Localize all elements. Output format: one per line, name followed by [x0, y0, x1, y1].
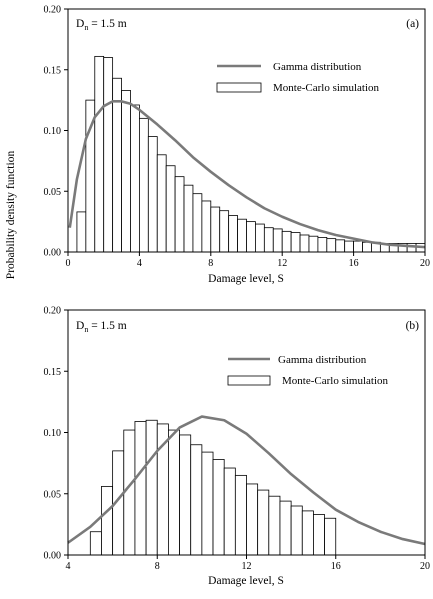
x-tick-label: 4 [137, 258, 142, 269]
histogram-bar [174, 176, 185, 253]
histogram-bar [94, 55, 105, 253]
x-tick-label: 12 [242, 561, 252, 572]
y-tick-label: 0.20 [44, 306, 62, 317]
ticks-a: 0 4 8 12 16 20 0.00 0.05 0.10 0.15 0.20 [44, 5, 431, 270]
y-tick-label: 0.15 [44, 65, 62, 76]
histogram-bar [121, 90, 131, 253]
histogram-bar [165, 165, 176, 253]
legend-b: Gamma distribution Monte-Carlo simulatio… [227, 354, 389, 387]
y-tick-label: 0.15 [44, 367, 62, 378]
histogram-bar [228, 215, 238, 253]
histogram-bar [223, 467, 236, 556]
histogram-bar [281, 230, 292, 253]
histogram-bar [353, 240, 363, 253]
histogram-bar [134, 421, 147, 556]
x-tick-label: 4 [66, 561, 71, 572]
histogram-bar [362, 241, 372, 253]
legend-a: Gamma distribution Monte-Carlo simulatio… [216, 61, 380, 94]
histogram-bar [156, 154, 167, 253]
x-tick-label: 16 [349, 258, 359, 269]
x-tick-label: 8 [208, 258, 213, 269]
histogram-bar [201, 200, 212, 253]
histogram-bar [190, 444, 203, 556]
histogram-bar [326, 238, 337, 253]
x-tick-label: 0 [66, 258, 71, 269]
histogram-bar [246, 483, 259, 556]
x-axis-label-a: Damage level, S [208, 273, 284, 285]
histogram-bar [237, 218, 247, 253]
histogram-bar [268, 495, 281, 556]
y-tick-label: 0.05 [44, 489, 62, 500]
gamma-curve-a [68, 100, 426, 249]
y-tick-label: 0.00 [44, 551, 62, 562]
histogram-bar [324, 517, 337, 556]
panel-a: 0 4 8 12 16 20 0.00 0.05 0.10 0.15 0.20 Dn = 1.5 m… [44, 5, 431, 286]
histogram-bar [344, 240, 354, 253]
histogram-bar [234, 474, 247, 556]
legend-gamma-label-b: Gamma distribution [278, 354, 367, 366]
x-axis-label-b: Damage level, S [208, 575, 284, 587]
histogram-bar [212, 459, 225, 556]
histogram-bar [308, 235, 319, 253]
x-tick-label: 8 [155, 561, 160, 572]
histogram-bars-b [89, 419, 337, 556]
histogram-bar [130, 104, 140, 253]
histogram-bar [210, 206, 221, 253]
y-tick-label: 0.05 [44, 187, 62, 198]
histogram-bars-a [76, 55, 426, 253]
histogram-bar [263, 227, 274, 253]
gamma-curve-b [67, 415, 426, 546]
histogram-bar [103, 57, 114, 253]
histogram-bar [272, 228, 283, 253]
legend-bar-swatch-b [227, 375, 271, 386]
y-tick-label: 0.10 [44, 126, 62, 137]
histogram-bar [313, 514, 325, 556]
histogram-bar [147, 136, 158, 253]
histogram-bar [76, 211, 87, 253]
histogram-bar [101, 485, 114, 556]
legend-bar-swatch-a [216, 82, 262, 93]
histogram-bar [183, 184, 194, 253]
histogram-bar [301, 510, 314, 556]
annotation-dn-a: Dn = 1.5 m [76, 18, 127, 32]
histogram-bar [317, 237, 328, 253]
y-tick-label: 0.20 [44, 5, 62, 16]
annotation-dn-b: Dn = 1.5 m [76, 320, 127, 334]
histogram-bar [335, 239, 346, 253]
panel-label-a: (a) [406, 18, 419, 30]
histogram-bar [257, 489, 270, 556]
histogram-bar [201, 451, 214, 556]
histogram-bar [290, 505, 303, 556]
histogram-bar [145, 419, 158, 556]
histogram-bar [255, 223, 265, 253]
legend-mc-label-a: Monte-Carlo simulation [273, 82, 380, 94]
x-tick-label: 12 [277, 258, 287, 269]
x-tick-label: 20 [420, 561, 430, 572]
panel-label-b: (b) [406, 320, 420, 332]
x-tick-label: 20 [420, 258, 430, 269]
histogram-bar [89, 531, 102, 556]
x-tick-label: 16 [331, 561, 341, 572]
histogram-bar [112, 77, 122, 253]
y-axis-label: Probability density function [5, 151, 17, 280]
histogram-bar [279, 500, 292, 556]
y-tick-label: 0.00 [44, 248, 62, 259]
histogram-bar [290, 232, 301, 253]
histogram-bar [299, 234, 310, 253]
histogram-bar [192, 193, 203, 253]
histogram-bar [138, 117, 149, 253]
y-tick-label: 0.10 [44, 428, 62, 439]
legend-mc-label-b: Monte-Carlo simulation [282, 375, 389, 387]
legend-gamma-label-a: Gamma distribution [273, 61, 362, 73]
histogram-bar [179, 434, 192, 556]
panel-b: 4 8 12 16 200.000.050.100.150.20 Dn = 1.5 m … [44, 306, 431, 588]
histogram-bar [219, 210, 230, 253]
ticks-b: 4 8 12 16 20 0.00 0.05 0.10 0.15 0.20 [44, 306, 431, 573]
histogram-bar [168, 429, 180, 556]
histogram-bar [246, 221, 256, 253]
